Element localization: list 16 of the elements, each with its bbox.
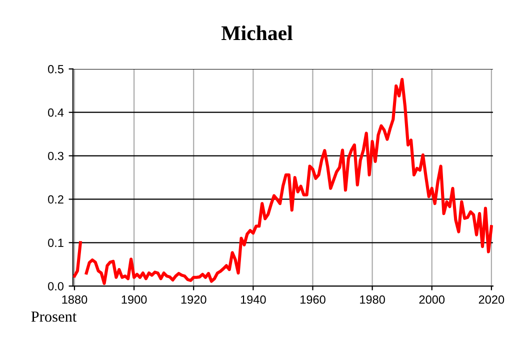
chart-title: Michael [221,26,293,40]
x-tick-label: 1920 [181,295,206,304]
y-tick-label: 0.4 [48,108,64,117]
y-tick-label: 0.3 [48,152,64,160]
y-tick-label: 0.2 [48,195,64,204]
x-tick-label: 2020 [478,295,504,304]
y-tick-label: 0.1 [48,238,64,248]
x-tick-label: 1980 [360,295,385,304]
x-tick-label: 1960 [300,295,326,304]
x-tick-label: 1940 [240,295,266,304]
y-tick-label: 0.5 [48,64,64,74]
x-tick-label: 2000 [419,295,445,304]
x-tick-label: 1900 [122,295,147,304]
y-tick-label: 0.0 [48,282,64,290]
text: Prosent [31,312,77,322]
x-tick-label: 1880 [62,295,88,304]
